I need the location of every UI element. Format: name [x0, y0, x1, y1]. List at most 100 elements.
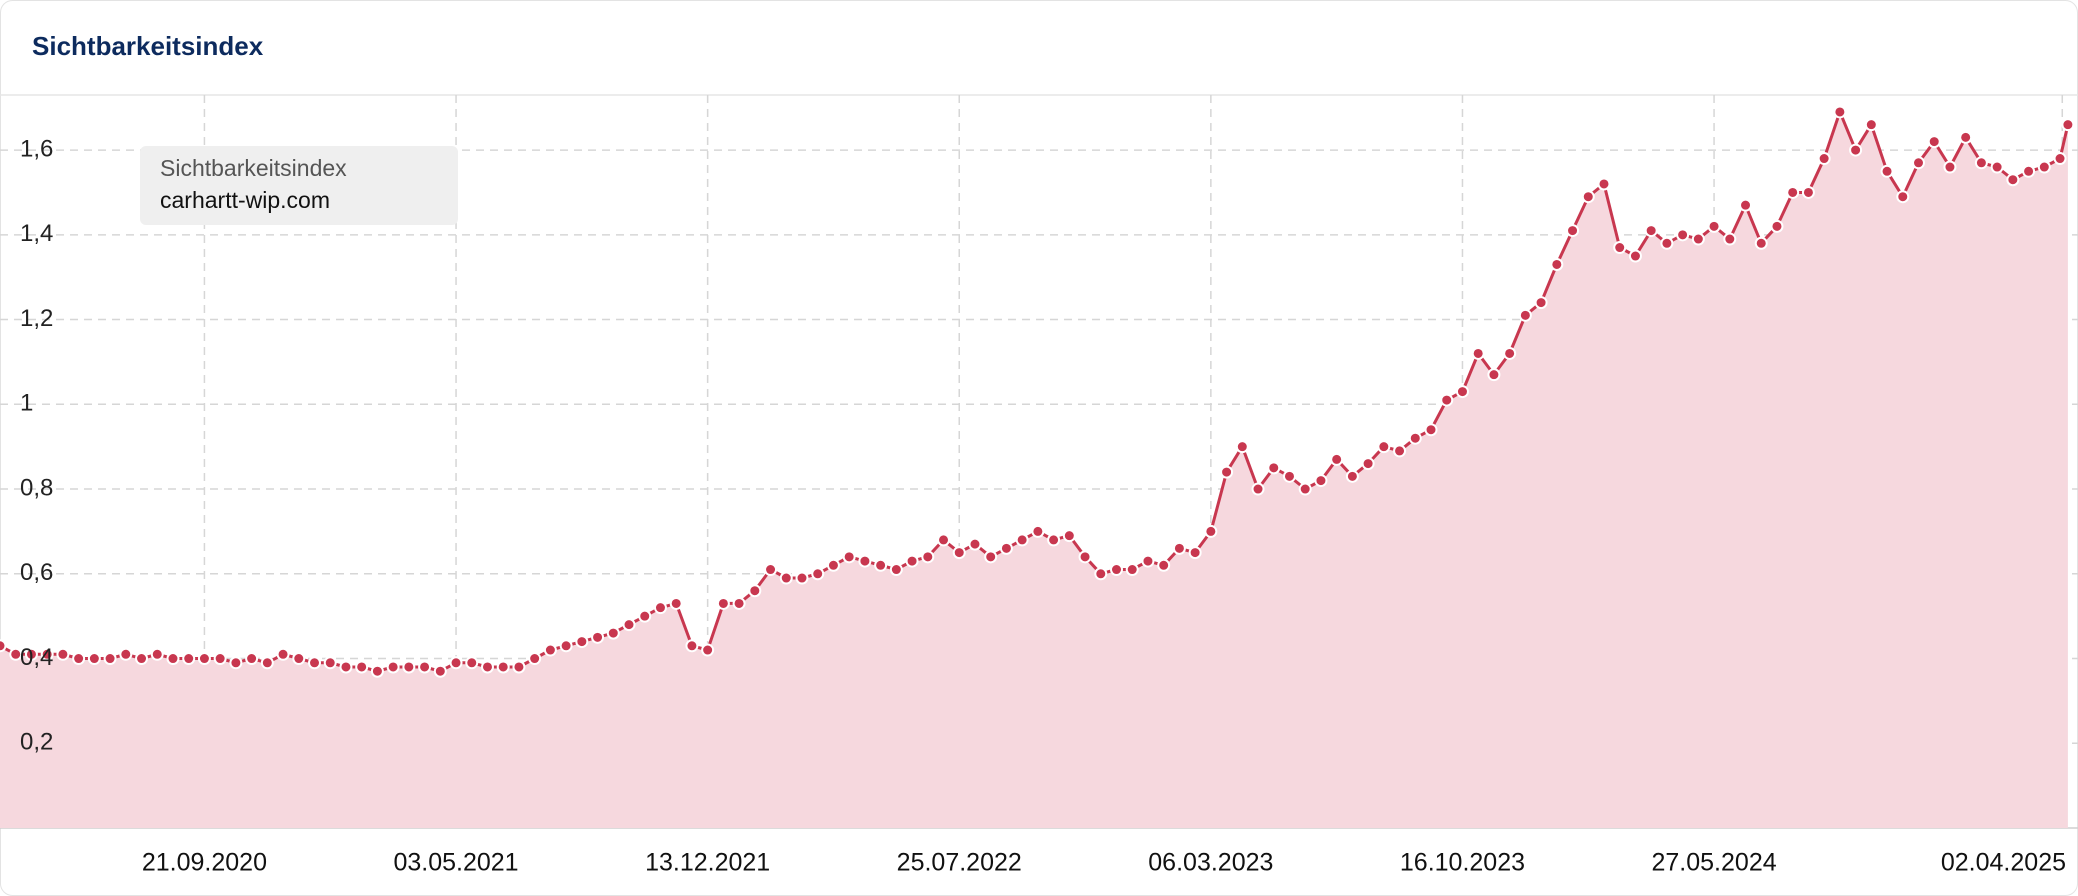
data-point	[984, 550, 998, 564]
data-point	[433, 664, 447, 678]
data-point	[1172, 541, 1186, 555]
data-point	[669, 596, 683, 610]
data-point	[811, 567, 825, 581]
data-point	[1833, 105, 1847, 119]
area	[0, 111, 2068, 828]
data-point	[1628, 249, 1642, 263]
y-tick-label: 0,4	[20, 644, 53, 671]
data-point	[24, 647, 38, 661]
data-point	[638, 609, 652, 623]
data-point	[355, 660, 369, 674]
y-tick-label: 1	[20, 390, 33, 417]
x-tick-label: 02.04.2025	[1941, 849, 2066, 877]
legend-title: Sichtbarkeitsindex	[160, 155, 347, 181]
data-point	[1613, 241, 1627, 255]
data-point	[166, 652, 180, 666]
data-point	[1597, 177, 1611, 191]
data-point	[1345, 469, 1359, 483]
data-point	[1959, 130, 1973, 144]
data-point	[1801, 185, 1815, 199]
data-point	[56, 647, 70, 661]
data-point	[135, 652, 149, 666]
labels: 0,2 0,4 0,6 0,8 1 1,2 1,4 1,6 21.09.2020 03.05.20…	[20, 135, 2066, 876]
data-point	[543, 643, 557, 657]
x-tick-label: 16.10.2023	[1400, 849, 1525, 877]
y-tick-label: 0,8	[20, 474, 53, 501]
data-point	[716, 596, 730, 610]
data-point	[685, 639, 699, 653]
data-point	[182, 652, 196, 666]
data-point	[1220, 465, 1234, 479]
data-point	[1896, 190, 1910, 204]
data-point	[1487, 368, 1501, 382]
chart-title: Sichtbarkeitsindex	[32, 31, 264, 61]
data-point	[1723, 232, 1737, 246]
data-point	[1676, 228, 1690, 242]
data-point	[1691, 232, 1705, 246]
data-point	[1581, 190, 1595, 204]
x-tick-label: 06.03.2023	[1148, 849, 1273, 877]
data-point	[402, 660, 416, 674]
data-point	[1377, 440, 1391, 454]
data-point	[418, 660, 432, 674]
data-point	[1408, 431, 1422, 445]
data-point	[1911, 156, 1925, 170]
data-point	[1739, 198, 1753, 212]
data-point	[1927, 135, 1941, 149]
data-point	[575, 635, 589, 649]
x-tick-label: 27.05.2024	[1652, 849, 1777, 877]
data-point	[2053, 152, 2067, 166]
data-point	[1015, 533, 1029, 547]
data-point	[1817, 152, 1831, 166]
data-point	[826, 558, 840, 572]
data-point	[701, 643, 715, 657]
data-point	[1786, 185, 1800, 199]
y-tick-label: 1,4	[20, 220, 53, 247]
data-point	[999, 541, 1013, 555]
data-point	[528, 652, 542, 666]
data-point	[1125, 563, 1139, 577]
data-point	[858, 554, 872, 568]
plot	[0, 105, 2075, 828]
data-point	[1235, 440, 1249, 454]
data-point	[40, 647, 54, 661]
data-point	[1393, 444, 1407, 458]
data-point	[937, 533, 951, 547]
data-point	[842, 550, 856, 564]
y-tick-label: 0,6	[20, 559, 53, 586]
data-point	[465, 656, 479, 670]
data-point	[229, 656, 243, 670]
data-point	[1062, 529, 1076, 543]
data-point	[1770, 219, 1784, 233]
data-point	[1330, 452, 1344, 466]
data-point	[260, 656, 274, 670]
data-point	[119, 647, 133, 661]
data-point	[1754, 236, 1768, 250]
data-point	[952, 546, 966, 560]
data-point	[103, 652, 117, 666]
data-point	[968, 537, 982, 551]
data-point	[2022, 164, 2036, 178]
data-point	[1566, 224, 1580, 238]
data-point	[2006, 173, 2020, 187]
data-point	[87, 652, 101, 666]
data-point	[779, 571, 793, 585]
data-point	[1849, 143, 1863, 157]
data-point	[1267, 461, 1281, 475]
legend: Sichtbarkeitsindex carhartt-wip.com	[140, 146, 458, 225]
data-point	[622, 618, 636, 632]
x-tick-label: 03.05.2021	[393, 849, 518, 877]
data-point	[591, 630, 605, 644]
data-point	[1440, 393, 1454, 407]
data-point	[370, 664, 384, 678]
x-tick-label: 21.09.2020	[142, 849, 267, 877]
data-point	[559, 639, 573, 653]
data-point	[1251, 482, 1265, 496]
data-point	[921, 550, 935, 564]
data-point	[150, 647, 164, 661]
data-point	[323, 656, 337, 670]
data-point	[1361, 457, 1375, 471]
data-point	[1880, 164, 1894, 178]
data-point	[1078, 550, 1092, 564]
